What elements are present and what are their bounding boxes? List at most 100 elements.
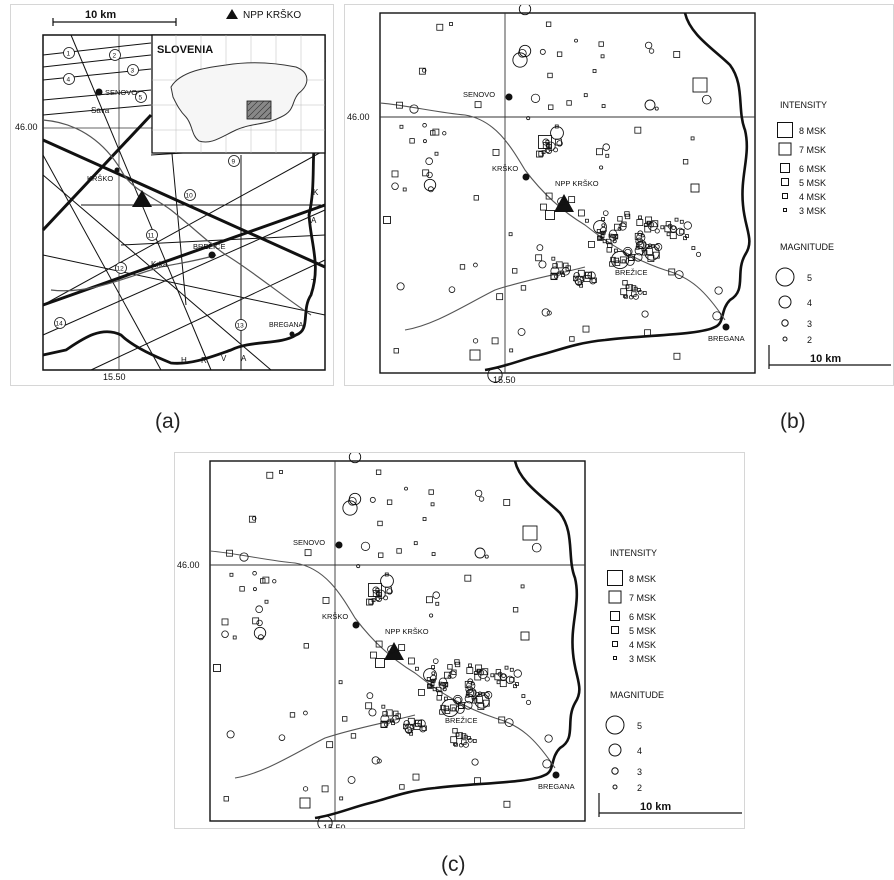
- intensity-marker: [621, 259, 626, 264]
- magnitude-marker: [463, 741, 469, 748]
- intensity-marker: [391, 170, 399, 178]
- intensity-marker: [578, 209, 585, 217]
- intensity-marker: [213, 664, 221, 672]
- magnitude-marker: [530, 93, 541, 103]
- magnitude-legend-circle-icon: [775, 267, 795, 287]
- intensity-legend-label: 8 MSK: [629, 574, 656, 584]
- krsko-label: KRŠKO: [322, 612, 348, 621]
- intensity-marker: [393, 348, 399, 354]
- intensity-marker: [383, 216, 391, 224]
- intensity-marker: [547, 72, 553, 79]
- intensity-marker: [669, 232, 677, 240]
- magnitude-marker: [470, 681, 475, 686]
- longitude-label: 15.50: [103, 372, 126, 382]
- intensity-marker: [515, 682, 519, 686]
- intensity-legend-title: INTENSITY: [610, 548, 657, 558]
- magnitude-legend-label: 5: [637, 721, 642, 731]
- intensity-marker: [596, 148, 603, 156]
- magnitude-marker: [432, 591, 440, 599]
- intensity-marker: [444, 682, 449, 687]
- intensity-marker: [685, 234, 689, 238]
- intensity-marker: [481, 668, 489, 676]
- magnitude-marker: [404, 486, 408, 491]
- intensity-marker: [607, 242, 613, 248]
- magnitude-marker: [644, 99, 656, 111]
- intensity-marker: [418, 67, 426, 75]
- intensity-marker: [494, 673, 502, 681]
- intensity-marker: [471, 695, 476, 700]
- magnitude-marker: [536, 244, 544, 252]
- intensity-marker: [509, 677, 515, 683]
- magnitude-marker: [633, 252, 643, 262]
- intensity-marker: [396, 548, 402, 554]
- krsko-town-dot: [522, 173, 530, 181]
- intensity-marker: [427, 684, 432, 688]
- intensity-marker: [437, 690, 443, 696]
- magnitude-marker: [256, 619, 263, 627]
- intensity-marker: [432, 128, 440, 136]
- intensity-marker: [673, 51, 681, 58]
- magnitude-marker: [426, 171, 433, 179]
- magnitude-marker: [473, 262, 478, 268]
- panel-c-svg: 46.00 15.50 SENOVO KRŠKO NPP KRŠKO BREŽICE BRE…: [177, 453, 742, 828]
- intensity-marker: [449, 704, 457, 712]
- magnitude-marker: [253, 626, 267, 640]
- intensity-marker: [444, 708, 451, 714]
- intensity-marker: [541, 150, 546, 155]
- intensity-marker: [476, 696, 483, 703]
- magnitude-marker: [602, 210, 609, 216]
- intensity-marker: [642, 291, 647, 295]
- magnitude-marker: [648, 48, 655, 54]
- intensity-marker: [606, 238, 612, 245]
- svg-text:2: 2: [113, 53, 117, 60]
- intensity-legend-label: 5 MSK: [799, 178, 826, 188]
- magnitude-marker: [303, 710, 308, 716]
- magnitude-marker: [302, 786, 309, 792]
- krsko-town-dot: [352, 621, 360, 629]
- senovo-label: SENOVO: [293, 538, 325, 547]
- intensity-marker: [469, 349, 481, 361]
- intensity-marker: [646, 248, 653, 255]
- svg-text:H: H: [181, 356, 187, 365]
- intensity-marker: [440, 704, 446, 711]
- magnitude-marker: [637, 239, 647, 250]
- magnitude-marker: [403, 720, 410, 727]
- intensity-marker: [453, 742, 458, 747]
- intensity-marker: [512, 607, 519, 613]
- intensity-marker: [412, 773, 420, 781]
- magnitude-marker: [667, 223, 673, 229]
- intensity-marker: [643, 223, 648, 227]
- magnitude-marker: [640, 233, 645, 238]
- intensity-marker: [645, 216, 653, 224]
- magnitude-marker: [654, 106, 659, 111]
- intensity-marker: [232, 635, 237, 640]
- intensity-marker: [622, 280, 628, 286]
- magnitude-marker: [674, 270, 684, 279]
- brezice-town-dot: [208, 251, 216, 259]
- intensity-marker: [673, 352, 681, 360]
- intensity-legend-label: 3 MSK: [799, 206, 826, 216]
- magnitude-marker: [383, 595, 389, 601]
- intensity-marker: [638, 215, 642, 220]
- magnitude-marker: [579, 276, 585, 282]
- magnitude-legend-label: 3: [807, 319, 812, 329]
- magnitude-marker: [539, 48, 546, 55]
- intensity-marker: [464, 574, 472, 582]
- intensity-legend-square-icon: [781, 178, 789, 186]
- magnitude-marker: [589, 277, 597, 285]
- magnitude-legend-label: 2: [637, 783, 642, 793]
- scale-label: 10 km: [640, 801, 671, 813]
- intensity-marker: [568, 196, 576, 204]
- intensity-marker: [550, 273, 558, 281]
- intensity-marker: [474, 101, 482, 109]
- intensity-marker: [386, 499, 393, 505]
- intensity-marker: [430, 502, 435, 507]
- intensity-marker: [266, 471, 274, 479]
- magnitude-marker: [342, 500, 358, 516]
- senovo-label: SENOVO: [463, 90, 495, 99]
- intensity-marker: [395, 713, 401, 719]
- intensity-marker: [427, 683, 433, 689]
- intensity-marker: [644, 329, 651, 337]
- magnitude-legend-circle-icon: [782, 336, 788, 342]
- intensity-marker: [436, 23, 444, 31]
